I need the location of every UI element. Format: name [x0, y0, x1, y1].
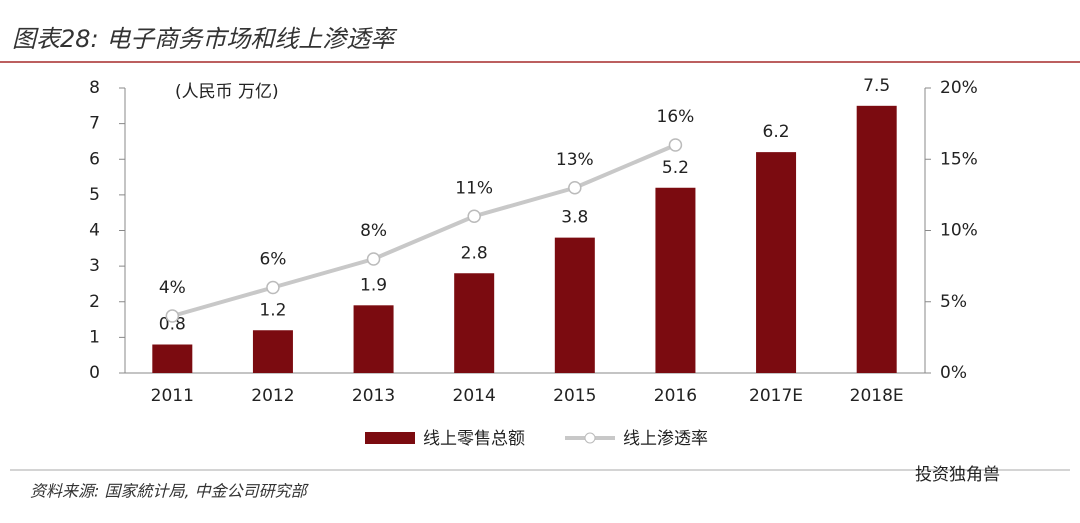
y-tick-label: 1: [89, 327, 100, 347]
y2-tick-label: 10%: [940, 221, 978, 241]
y-tick-label: 7: [89, 114, 100, 134]
y2-tick-label: 0%: [940, 363, 967, 383]
bar: [655, 187, 696, 373]
chart-title: 图表28: 电子商务市场和线上渗透率: [12, 25, 398, 53]
line: [171, 143, 677, 318]
x-tick-label: 2016: [654, 386, 697, 406]
line-point: [165, 309, 180, 323]
y-tick-label: 8: [89, 78, 100, 98]
bar: [252, 330, 293, 373]
line-label: 11%: [455, 178, 493, 198]
x-tick-label: 2011: [151, 386, 194, 406]
bar: [353, 305, 394, 373]
line-label: 6%: [259, 250, 286, 270]
legend-label: 线上零售总额: [423, 429, 525, 449]
legend-label: 线上渗透率: [623, 429, 708, 449]
unit-label: (人民币 万亿): [175, 82, 279, 102]
x-tick-label: 2018E: [850, 386, 904, 406]
bar: [756, 152, 797, 373]
x-tick-label: 2013: [352, 386, 395, 406]
bar-label: 1.2: [259, 300, 286, 320]
x-tick-label: 2014: [453, 386, 496, 406]
bar-label: 7.5: [863, 76, 890, 96]
line-label: 4%: [159, 278, 186, 298]
y-tick-label: 5: [89, 185, 100, 205]
line-label: 16%: [657, 107, 695, 127]
y2-tick-label: 20%: [940, 78, 978, 98]
watermark: 投资独角兽: [915, 465, 1000, 485]
y-tick-label: 4: [89, 221, 100, 241]
y2-tick-label: 15%: [940, 149, 978, 169]
line-label: 8%: [360, 221, 387, 241]
bar: [856, 105, 897, 373]
bar: [152, 344, 193, 373]
line-point: [467, 209, 481, 223]
y-tick-label: 2: [89, 292, 100, 312]
y-tick-label: 3: [89, 256, 100, 276]
line-point: [266, 280, 280, 295]
line-point: [568, 181, 582, 195]
legend-swatch: [365, 432, 415, 444]
source: 资料来源: 国家統计局, 中金公司研究部: [30, 482, 310, 501]
bar: [554, 237, 595, 373]
y2-tick-label: 5%: [940, 292, 967, 312]
bar-label: 5.2: [662, 158, 689, 178]
line-point: [668, 138, 683, 152]
bar-label: 3.8: [561, 208, 588, 228]
line-label: 13%: [556, 150, 594, 170]
bar-label: 2.8: [461, 243, 488, 263]
x-tick-label: 2015: [553, 386, 596, 406]
bar-label: 0.8: [159, 315, 186, 335]
bar-label: 1.9: [360, 275, 387, 295]
line-point: [366, 252, 381, 266]
bar-label: 6.2: [763, 122, 790, 142]
bar: [454, 273, 495, 373]
y-tick-label: 6: [89, 149, 100, 169]
legend-swatch-point: [584, 432, 596, 444]
x-tick-label: 2012: [251, 386, 294, 406]
x-tick-label: 2017E: [749, 386, 803, 406]
y-tick-label: 0: [89, 363, 100, 383]
